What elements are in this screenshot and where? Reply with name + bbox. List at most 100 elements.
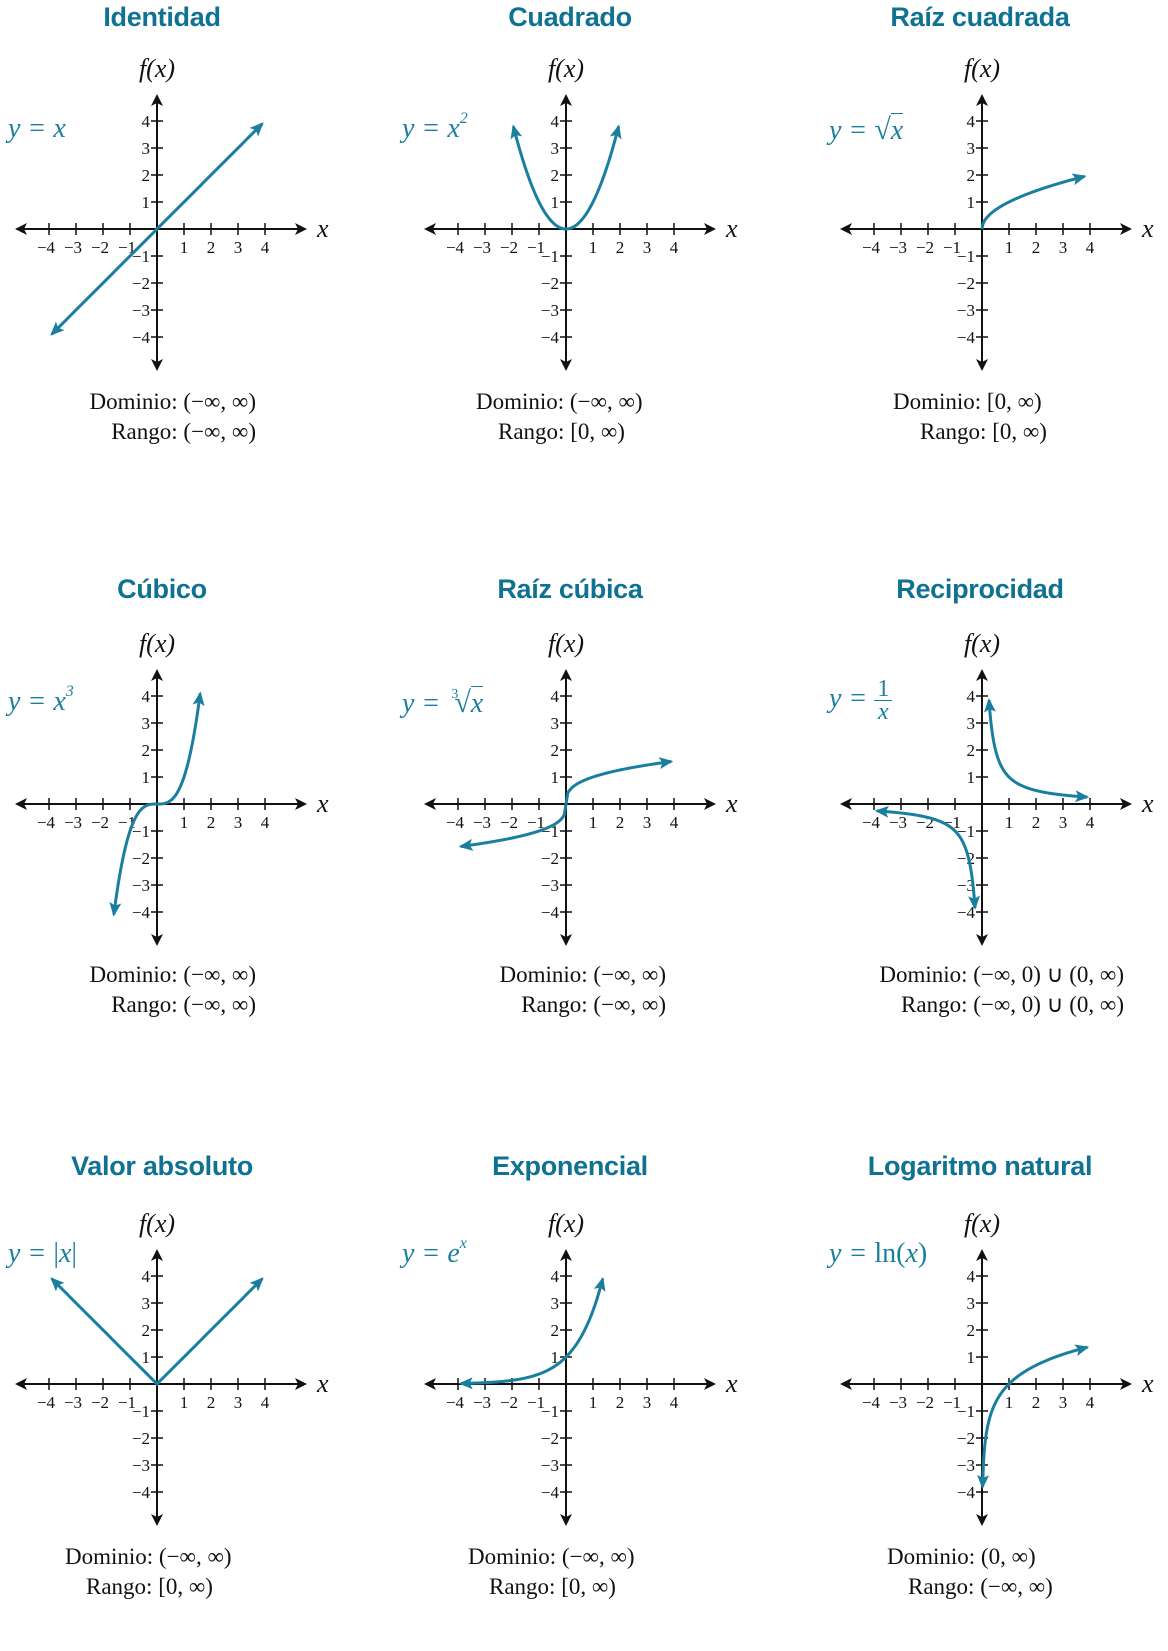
y-tick-label: −4 (541, 1483, 560, 1502)
y-tick-label: −4 (541, 903, 560, 922)
x-tick-label: 4 (670, 813, 679, 832)
y-axis-label: f(x) (139, 1209, 175, 1238)
y-tick-label: 1 (142, 768, 151, 787)
x-tick-label: −4 (446, 1393, 465, 1412)
x-tick-label: 1 (589, 813, 598, 832)
x-tick-label: −4 (446, 238, 465, 257)
panel-title: Raíz cúbica (497, 574, 643, 604)
y-tick-label: −3 (132, 1456, 150, 1475)
series-line (109, 691, 205, 917)
x-tick-label: 4 (261, 813, 270, 832)
y-tick-label: −1 (132, 1402, 150, 1421)
y-tick-label: 4 (967, 112, 976, 131)
x-tick-label: 1 (589, 238, 598, 257)
y-tick-label: 1 (551, 768, 560, 787)
x-tick-label: 4 (670, 238, 679, 257)
x-axis-label: x (316, 1369, 329, 1398)
y-tick-label: 4 (142, 1267, 151, 1286)
y-tick-label: 3 (551, 139, 560, 158)
y-tick-label: −4 (132, 903, 151, 922)
x-tick-label: −4 (862, 813, 881, 832)
series-line (510, 124, 622, 231)
x-tick-label: 2 (616, 238, 625, 257)
equation-label: y = x (8, 113, 66, 144)
domain-range-caption: Dominio: (−∞, ∞) Rango: (−∞, ∞) (89, 962, 256, 1017)
panel-title: Reciprocidad (896, 574, 1064, 604)
x-tick-label: 3 (234, 813, 243, 832)
x-tick-label: 2 (1032, 813, 1041, 832)
x-tick-label: 1 (180, 238, 189, 257)
x-tick-label: −2 (91, 1393, 109, 1412)
x-axis-label: x (1141, 789, 1154, 818)
x-tick-label: −2 (916, 238, 934, 257)
equation-label: y = ex (402, 1234, 467, 1269)
equation-label: y = |x| (8, 1238, 77, 1269)
panel-title: Cúbico (117, 574, 207, 604)
x-tick-label: 3 (234, 238, 243, 257)
x-axis-label: x (725, 1369, 738, 1398)
y-tick-label: 1 (967, 193, 976, 212)
y-tick-label: −2 (957, 274, 975, 293)
y-tick-label: −4 (132, 1483, 151, 1502)
x-axis-label: x (1141, 214, 1154, 243)
series-line (874, 805, 981, 910)
equation-label: y = ln(x) (829, 1238, 928, 1269)
y-tick-label: 1 (551, 193, 560, 212)
x-tick-label: −1 (527, 238, 545, 257)
x-tick-label: −2 (91, 813, 109, 832)
y-axis-label: f(x) (964, 1209, 1000, 1238)
x-tick-label: −4 (37, 238, 56, 257)
x-tick-label: 1 (1005, 238, 1014, 257)
y-tick-label: −4 (541, 328, 560, 347)
y-tick-label: 2 (142, 1321, 151, 1340)
domain-range-caption: Dominio: (−∞, ∞) Rango: [0, ∞) (476, 389, 643, 444)
x-tick-label: 1 (589, 1393, 598, 1412)
y-tick-label: −1 (541, 1402, 559, 1421)
x-tick-label: −1 (943, 1393, 961, 1412)
y-tick-label: 2 (551, 1321, 560, 1340)
x-tick-label: 3 (643, 813, 652, 832)
x-axis-label: x (725, 214, 738, 243)
x-tick-label: 4 (261, 238, 270, 257)
series-line (458, 1276, 606, 1390)
x-tick-label: −3 (889, 1393, 907, 1412)
domain-range-caption: Dominio: (−∞, ∞) Rango: [0, ∞) (65, 1544, 232, 1599)
x-tick-label: 2 (1032, 1393, 1041, 1412)
x-tick-label: 4 (261, 1393, 270, 1412)
x-tick-label: 3 (1059, 813, 1068, 832)
y-tick-label: 4 (551, 1267, 560, 1286)
equation-label: y = x3 (8, 682, 74, 717)
x-tick-label: −1 (943, 238, 961, 257)
x-tick-label: −2 (500, 238, 518, 257)
y-tick-label: −3 (541, 876, 559, 895)
x-tick-label: 4 (1086, 238, 1095, 257)
x-tick-label: −3 (64, 813, 82, 832)
y-tick-label: 4 (551, 112, 560, 131)
x-tick-label: 4 (670, 1393, 679, 1412)
y-tick-label: 1 (142, 193, 151, 212)
y-tick-label: 4 (967, 1267, 976, 1286)
x-axis-label: x (1141, 1369, 1154, 1398)
y-tick-label: 3 (551, 1294, 560, 1313)
y-tick-label: −2 (541, 274, 559, 293)
series-line (980, 173, 1087, 230)
y-tick-label: 2 (142, 741, 151, 760)
x-tick-label: −3 (64, 238, 82, 257)
x-tick-label: −2 (500, 1393, 518, 1412)
x-axis-label: x (316, 789, 329, 818)
y-tick-label: 2 (551, 741, 560, 760)
y-tick-label: −1 (957, 247, 975, 266)
x-axis-label: x (316, 214, 329, 243)
y-tick-label: −1 (541, 247, 559, 266)
x-tick-label: 3 (1059, 238, 1068, 257)
series-line (458, 757, 674, 851)
y-tick-label: −2 (132, 274, 150, 293)
x-tick-label: 3 (1059, 1393, 1068, 1412)
x-tick-label: 3 (643, 1393, 652, 1412)
panel-title: Raíz cuadrada (890, 2, 1070, 32)
